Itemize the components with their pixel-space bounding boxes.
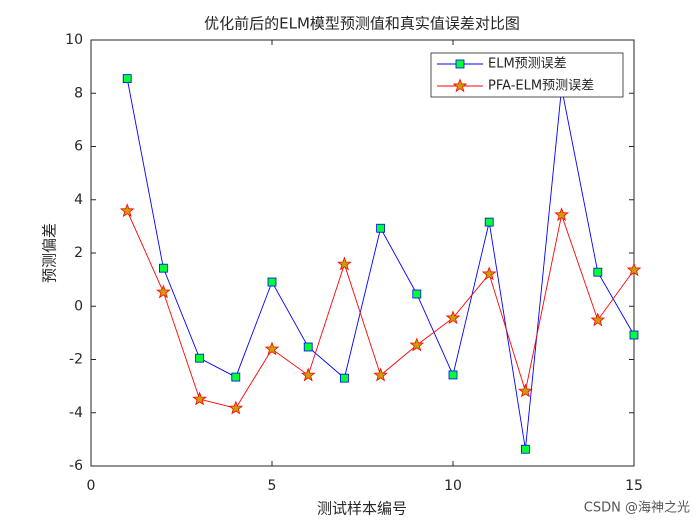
- marker: [192, 391, 207, 406]
- marker: [122, 74, 132, 84]
- marker: [158, 263, 168, 273]
- marker: [119, 203, 135, 218]
- marker: [448, 370, 458, 380]
- marker: [267, 277, 277, 287]
- marker: [228, 400, 244, 415]
- legend-marker: [455, 59, 465, 69]
- x-tick-label: 5: [268, 478, 277, 494]
- x-tick-label: 15: [625, 478, 643, 494]
- marker: [376, 223, 386, 233]
- x-axis-label: 测试样本编号: [317, 500, 407, 518]
- legend-label: PFA-ELM预测误差: [488, 79, 594, 94]
- y-tick-label: 6: [74, 139, 83, 155]
- watermark: CSDN @海神之光: [584, 501, 690, 516]
- x-tick-label: 10: [444, 478, 462, 494]
- marker: [445, 310, 461, 325]
- marker: [518, 383, 533, 398]
- legend-marker: [452, 78, 468, 93]
- marker: [629, 330, 639, 340]
- marker: [339, 373, 349, 383]
- x-tick-label: 0: [87, 478, 96, 494]
- y-tick-label: -6: [69, 458, 83, 474]
- marker: [300, 367, 316, 382]
- marker: [231, 372, 241, 382]
- y-tick-label: 0: [74, 298, 83, 314]
- y-axis-label: 预测偏差: [41, 223, 59, 283]
- y-tick-label: -4: [69, 405, 83, 421]
- marker: [521, 444, 530, 454]
- chart-title: 优化前后的ELM模型预测值和真实值误差对比图: [204, 15, 520, 33]
- plot-area: [90, 39, 635, 467]
- marker: [337, 256, 352, 271]
- marker: [626, 262, 642, 277]
- marker: [593, 267, 603, 277]
- marker: [409, 337, 425, 352]
- y-tick-label: 8: [74, 85, 83, 101]
- y-tick-label: 10: [65, 32, 83, 48]
- marker: [264, 341, 280, 356]
- y-tick-label: -2: [69, 352, 83, 368]
- marker: [554, 207, 569, 222]
- marker: [195, 353, 205, 363]
- marker: [412, 289, 422, 299]
- y-tick-label: 2: [74, 245, 83, 261]
- marker: [156, 284, 171, 299]
- marker: [303, 342, 313, 352]
- marker: [373, 367, 388, 382]
- marker: [484, 217, 494, 227]
- marker: [481, 266, 497, 281]
- y-tick-label: 4: [74, 192, 83, 208]
- marker: [590, 312, 606, 327]
- legend-label: ELM预测误差: [488, 57, 567, 72]
